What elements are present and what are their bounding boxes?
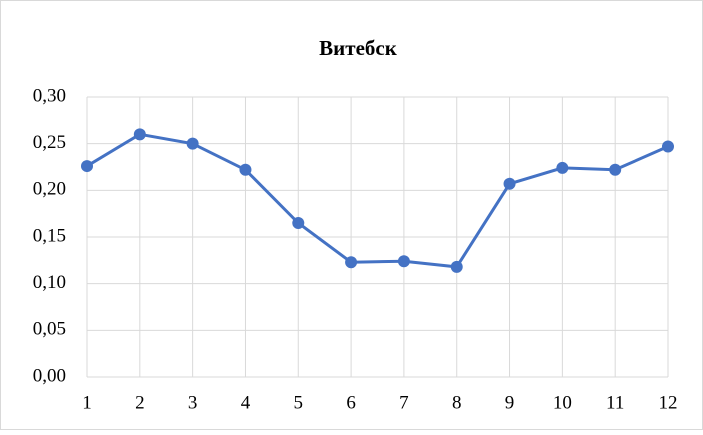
- x-tick-label: 5: [294, 392, 304, 413]
- marker: [345, 256, 358, 269]
- y-tick-label: 0,00: [33, 365, 66, 386]
- x-tick-label: 12: [659, 392, 678, 413]
- x-tick-label: 2: [135, 392, 145, 413]
- y-tick-label: 0,15: [33, 225, 66, 246]
- x-tick-label: 6: [346, 392, 356, 413]
- marker: [503, 177, 516, 190]
- marker: [662, 140, 674, 153]
- marker: [450, 260, 463, 273]
- y-tick-label: 0,20: [33, 179, 66, 200]
- marker: [239, 163, 252, 176]
- x-tick-label: 11: [606, 392, 624, 413]
- x-tick-label: 9: [505, 392, 515, 413]
- y-tick-label: 0,05: [33, 319, 66, 340]
- y-tick-label: 0,25: [33, 132, 66, 153]
- y-tick-label: 0,30: [33, 85, 66, 106]
- marker: [133, 128, 146, 141]
- marker: [186, 137, 199, 150]
- x-tick-label: 3: [188, 392, 198, 413]
- line: [86, 132, 669, 269]
- chart-title: Витебск: [319, 36, 398, 60]
- x-tick-label: 1: [82, 392, 92, 413]
- x-tick-label: 7: [399, 392, 409, 413]
- marker: [556, 161, 569, 174]
- x-tick-label: 10: [553, 392, 572, 413]
- x-tick-label: 4: [241, 392, 251, 413]
- y-tick-label: 0,10: [33, 272, 66, 293]
- marker: [292, 217, 305, 229]
- marker: [397, 255, 410, 268]
- marker: [609, 163, 622, 176]
- marker: [81, 160, 93, 173]
- x-tick-label: 8: [452, 392, 462, 413]
